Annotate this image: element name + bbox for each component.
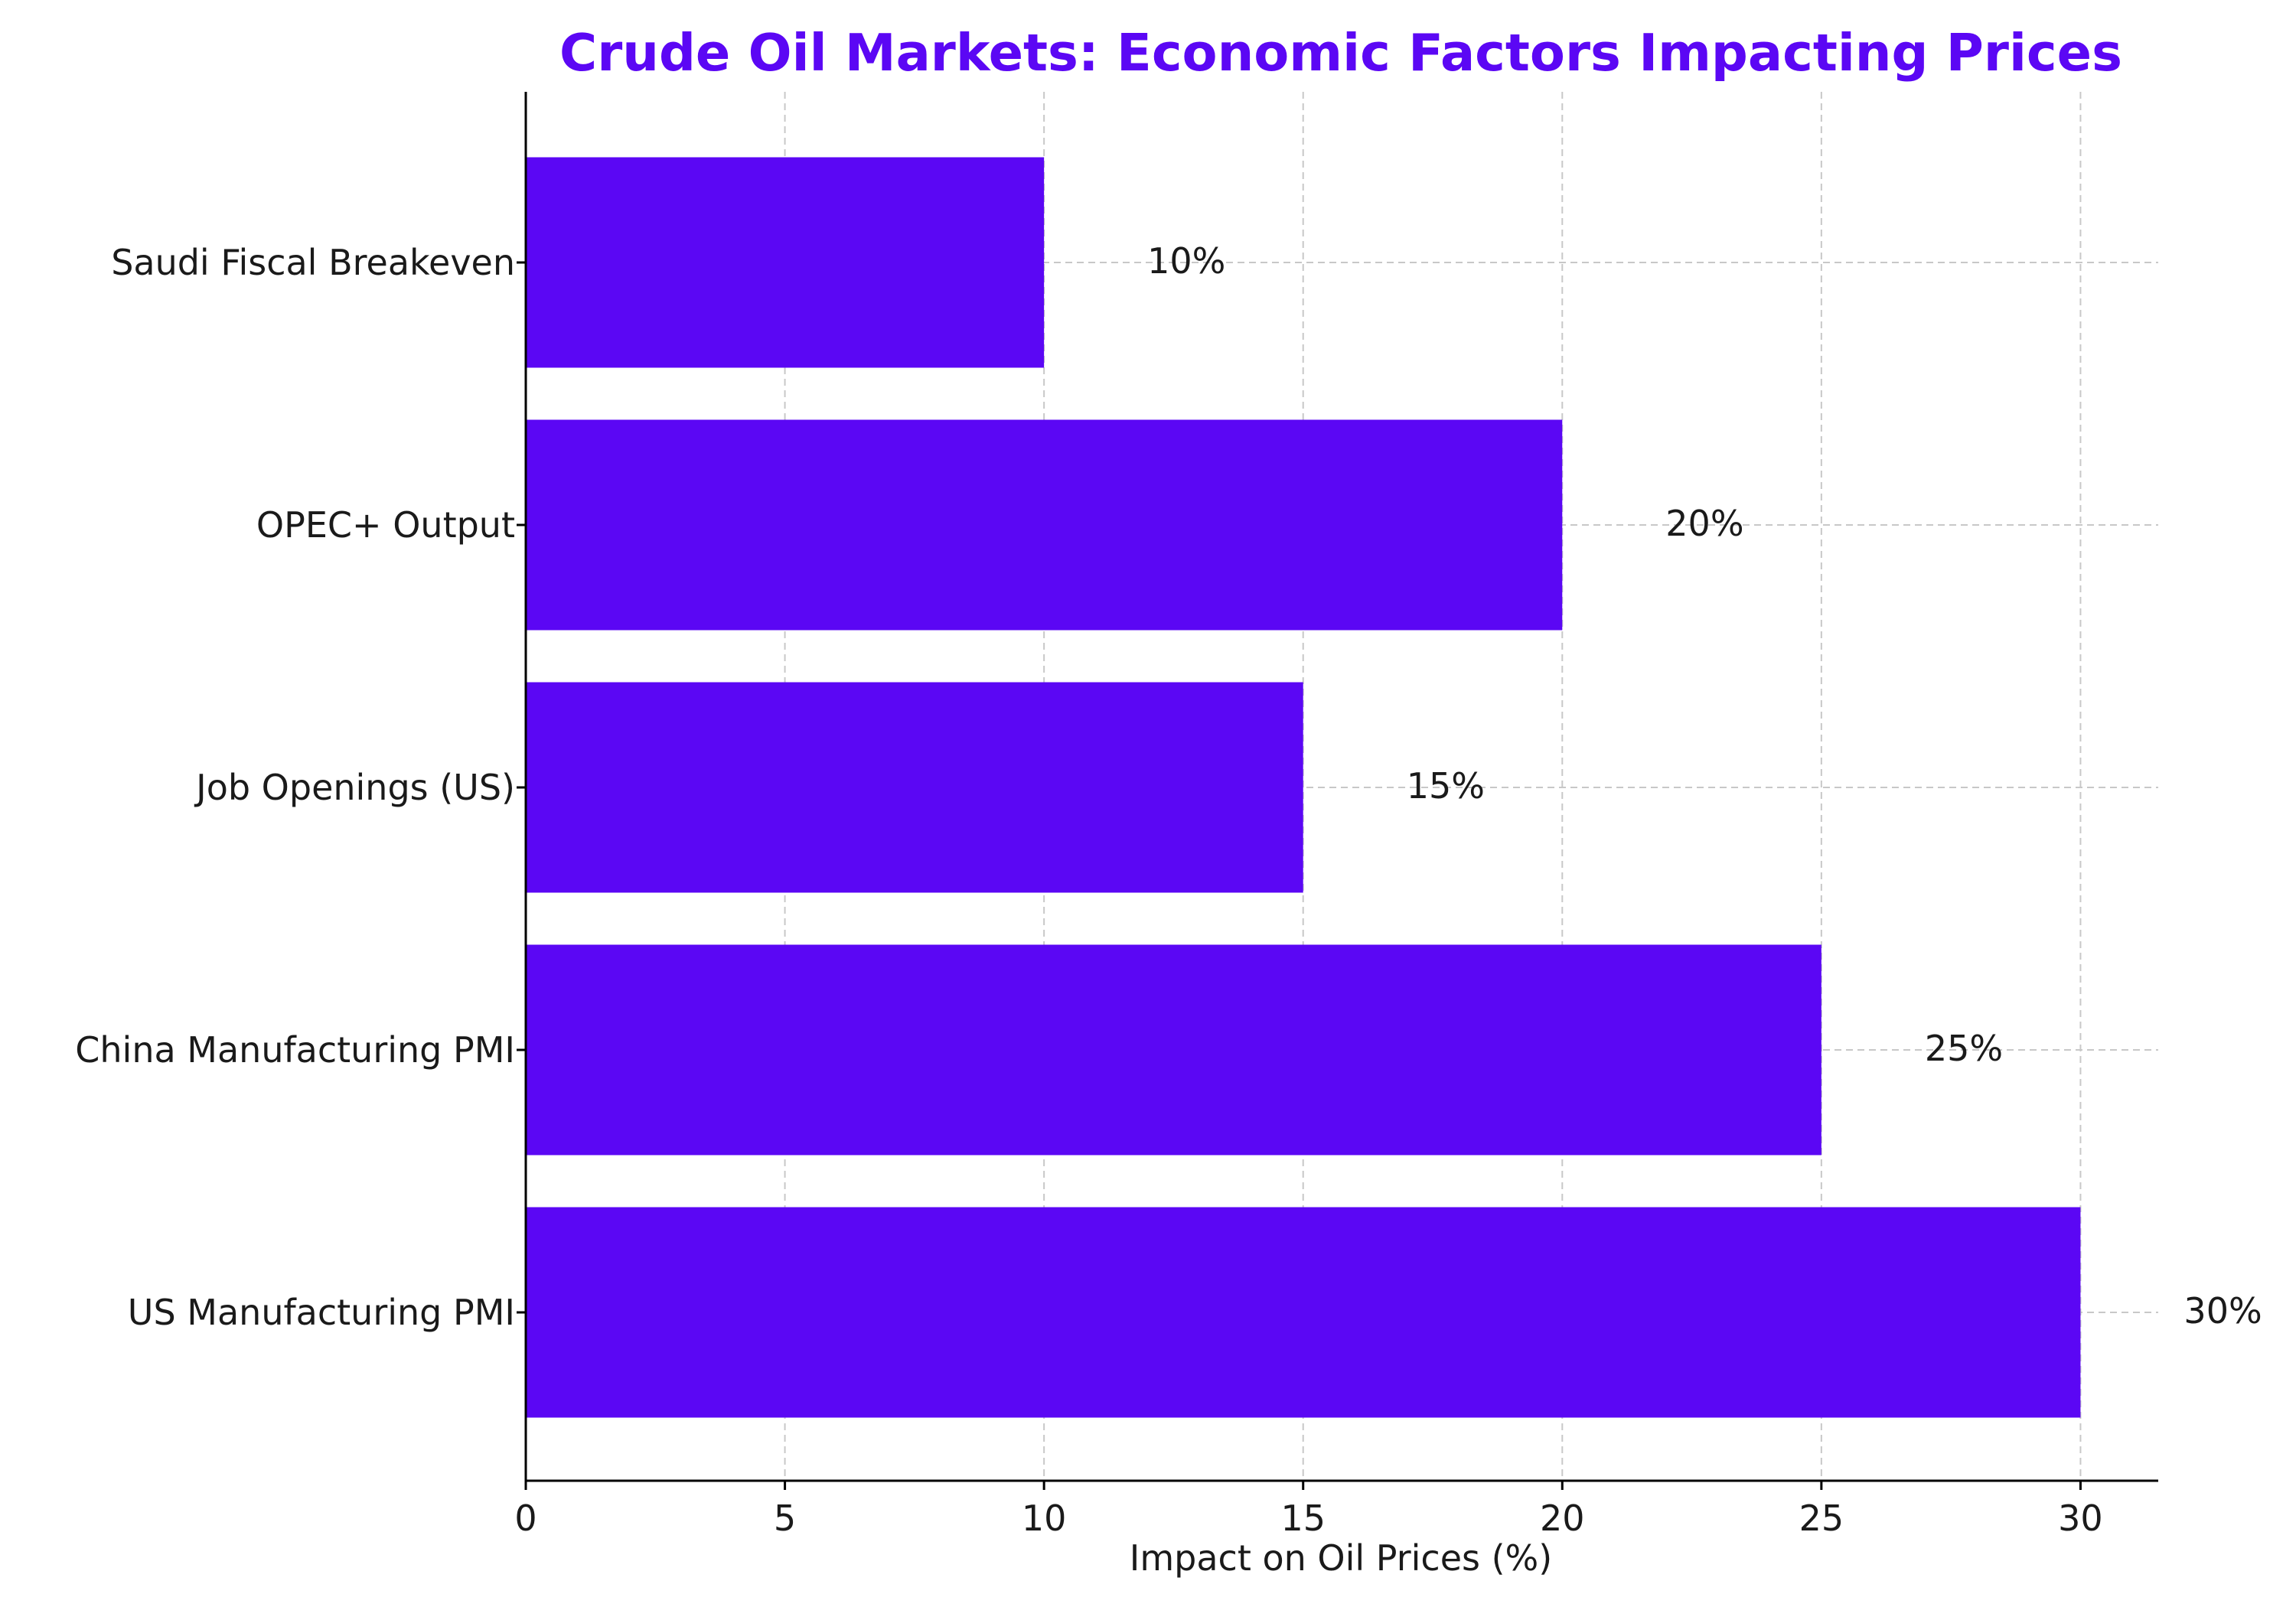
x-tick-label: 5 <box>774 1498 796 1539</box>
bar <box>526 419 1563 631</box>
category-label: OPEC+ Output <box>256 504 515 546</box>
bar <box>526 1207 2081 1418</box>
bar <box>526 682 1303 893</box>
category-label: China Manufacturing PMI <box>75 1029 515 1071</box>
x-tick-label: 30 <box>2058 1498 2103 1539</box>
value-label: 15% <box>1407 765 1485 807</box>
x-tick-label: 15 <box>1280 1498 1326 1539</box>
category-label: Saudi Fiscal Breakeven <box>111 242 515 283</box>
x-axis-label: Impact on Oil Prices (%) <box>1130 1537 1552 1579</box>
bar-layer <box>526 157 2081 1418</box>
value-label: 10% <box>1147 240 1225 282</box>
value-label: 20% <box>1665 503 1743 544</box>
x-tick-label: 20 <box>1540 1498 1585 1539</box>
value-label: 25% <box>1925 1028 2003 1069</box>
label-layer: 0 5 10 15 20 25 30 US Manufacturing PMI China Ma… <box>75 240 2262 1539</box>
x-tick-label: 10 <box>1022 1498 1067 1539</box>
category-label: Job Openings (US) <box>194 767 515 808</box>
bar <box>526 944 1821 1156</box>
axis-layer <box>517 92 2158 1490</box>
x-tick-label: 25 <box>1799 1498 1844 1539</box>
chart-title: Crude Oil Markets: Economic Factors Impa… <box>559 23 2122 83</box>
value-label: 30% <box>2183 1290 2262 1332</box>
x-tick-label: 0 <box>514 1498 536 1539</box>
category-label: US Manufacturing PMI <box>128 1292 515 1333</box>
bar <box>526 157 1045 368</box>
